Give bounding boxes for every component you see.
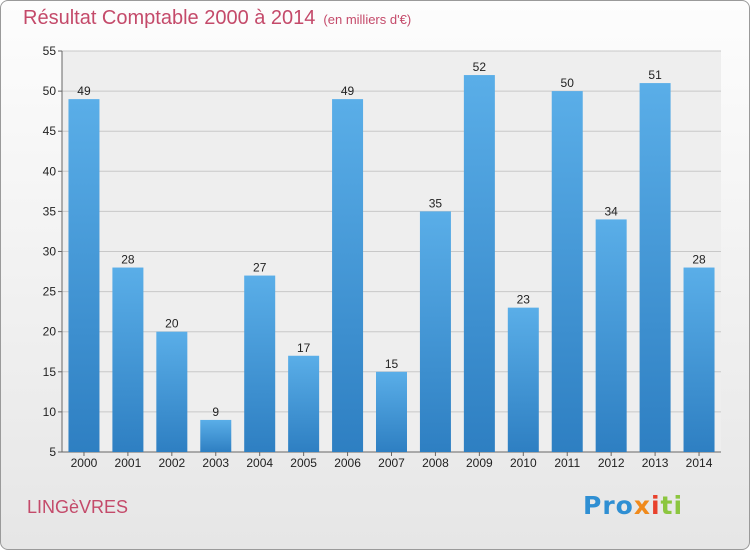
- data-label-2006: 49: [341, 84, 355, 98]
- data-label-2013: 51: [648, 68, 662, 82]
- x-tick-label-2004: 2004: [246, 456, 273, 470]
- data-label-2009: 52: [473, 60, 487, 74]
- y-tick-label-30: 30: [43, 245, 57, 259]
- bar-2003: [200, 419, 232, 452]
- data-label-2012: 34: [604, 204, 618, 218]
- brand-part-1: Pro: [583, 491, 634, 520]
- x-tick-label-2006: 2006: [334, 456, 361, 470]
- x-tick-label-2008: 2008: [422, 456, 449, 470]
- chart-title-main: Résultat Comptable 2000 à 2014: [23, 7, 316, 29]
- y-tick-label-15: 15: [43, 365, 57, 379]
- location-name: LINGèVRES: [27, 497, 129, 517]
- y-tick-label-55: 55: [43, 44, 57, 58]
- chart-subtitle: (en milliers d'€): [323, 12, 412, 27]
- y-tick-label-20: 20: [43, 325, 57, 339]
- data-label-2011: 50: [561, 76, 575, 90]
- bar-2009: [463, 75, 495, 452]
- x-tick-label-2005: 2005: [290, 456, 317, 470]
- bar-2007: [376, 371, 407, 452]
- bar-2000: [68, 99, 100, 453]
- x-tick-label-2007: 2007: [378, 456, 405, 470]
- y-tick-label-35: 35: [43, 204, 57, 218]
- x-tick-label-2014: 2014: [686, 456, 713, 470]
- brand-part-3: i: [650, 491, 661, 520]
- bar-2014: [683, 267, 715, 452]
- x-tick-label-2013: 2013: [642, 456, 669, 470]
- y-tick-label-45: 45: [43, 124, 57, 138]
- brand-logo: Proxiti: [583, 491, 683, 520]
- brand-part-2: x: [633, 491, 651, 520]
- y-tick-label-40: 40: [43, 164, 57, 178]
- bar-2012: [595, 219, 627, 452]
- chart-title: Résultat Comptable 2000 à 2014 (en millie…: [23, 7, 411, 30]
- data-label-2010: 23: [517, 293, 531, 307]
- y-tick-label-50: 50: [43, 84, 57, 98]
- y-tick-label-5: 5: [49, 445, 56, 459]
- data-label-2014: 28: [692, 253, 706, 267]
- y-tick-label-25: 25: [43, 285, 57, 299]
- bar-2001: [112, 267, 144, 452]
- y-tick-label-10: 10: [43, 405, 57, 419]
- data-label-2000: 49: [77, 84, 91, 98]
- x-tick-label-2002: 2002: [158, 456, 185, 470]
- data-label-2007: 15: [385, 357, 399, 371]
- data-label-2005: 17: [297, 341, 311, 355]
- data-label-2004: 27: [253, 261, 267, 275]
- x-tick-label-2012: 2012: [598, 456, 625, 470]
- x-tick-label-2010: 2010: [510, 456, 537, 470]
- bar-2008: [419, 211, 451, 452]
- x-tick-label-2000: 2000: [71, 456, 98, 470]
- brand-part-4: ti: [660, 491, 684, 520]
- data-label-2003: 9: [212, 405, 219, 419]
- data-label-2002: 20: [165, 317, 179, 331]
- x-tick-label-2011: 2011: [554, 456, 580, 470]
- data-label-2008: 35: [429, 196, 443, 210]
- bar-2013: [639, 83, 671, 452]
- x-tick-label-2003: 2003: [202, 456, 229, 470]
- bar-2010: [507, 307, 539, 452]
- bar-2004: [244, 275, 276, 452]
- data-label-2001: 28: [121, 253, 135, 267]
- x-tick-label-2001: 2001: [115, 456, 142, 470]
- bar-2011: [551, 91, 583, 452]
- bar-2002: [156, 331, 188, 452]
- bar-2006: [332, 99, 364, 453]
- bar-2005: [288, 355, 320, 452]
- x-tick-label-2009: 2009: [466, 456, 493, 470]
